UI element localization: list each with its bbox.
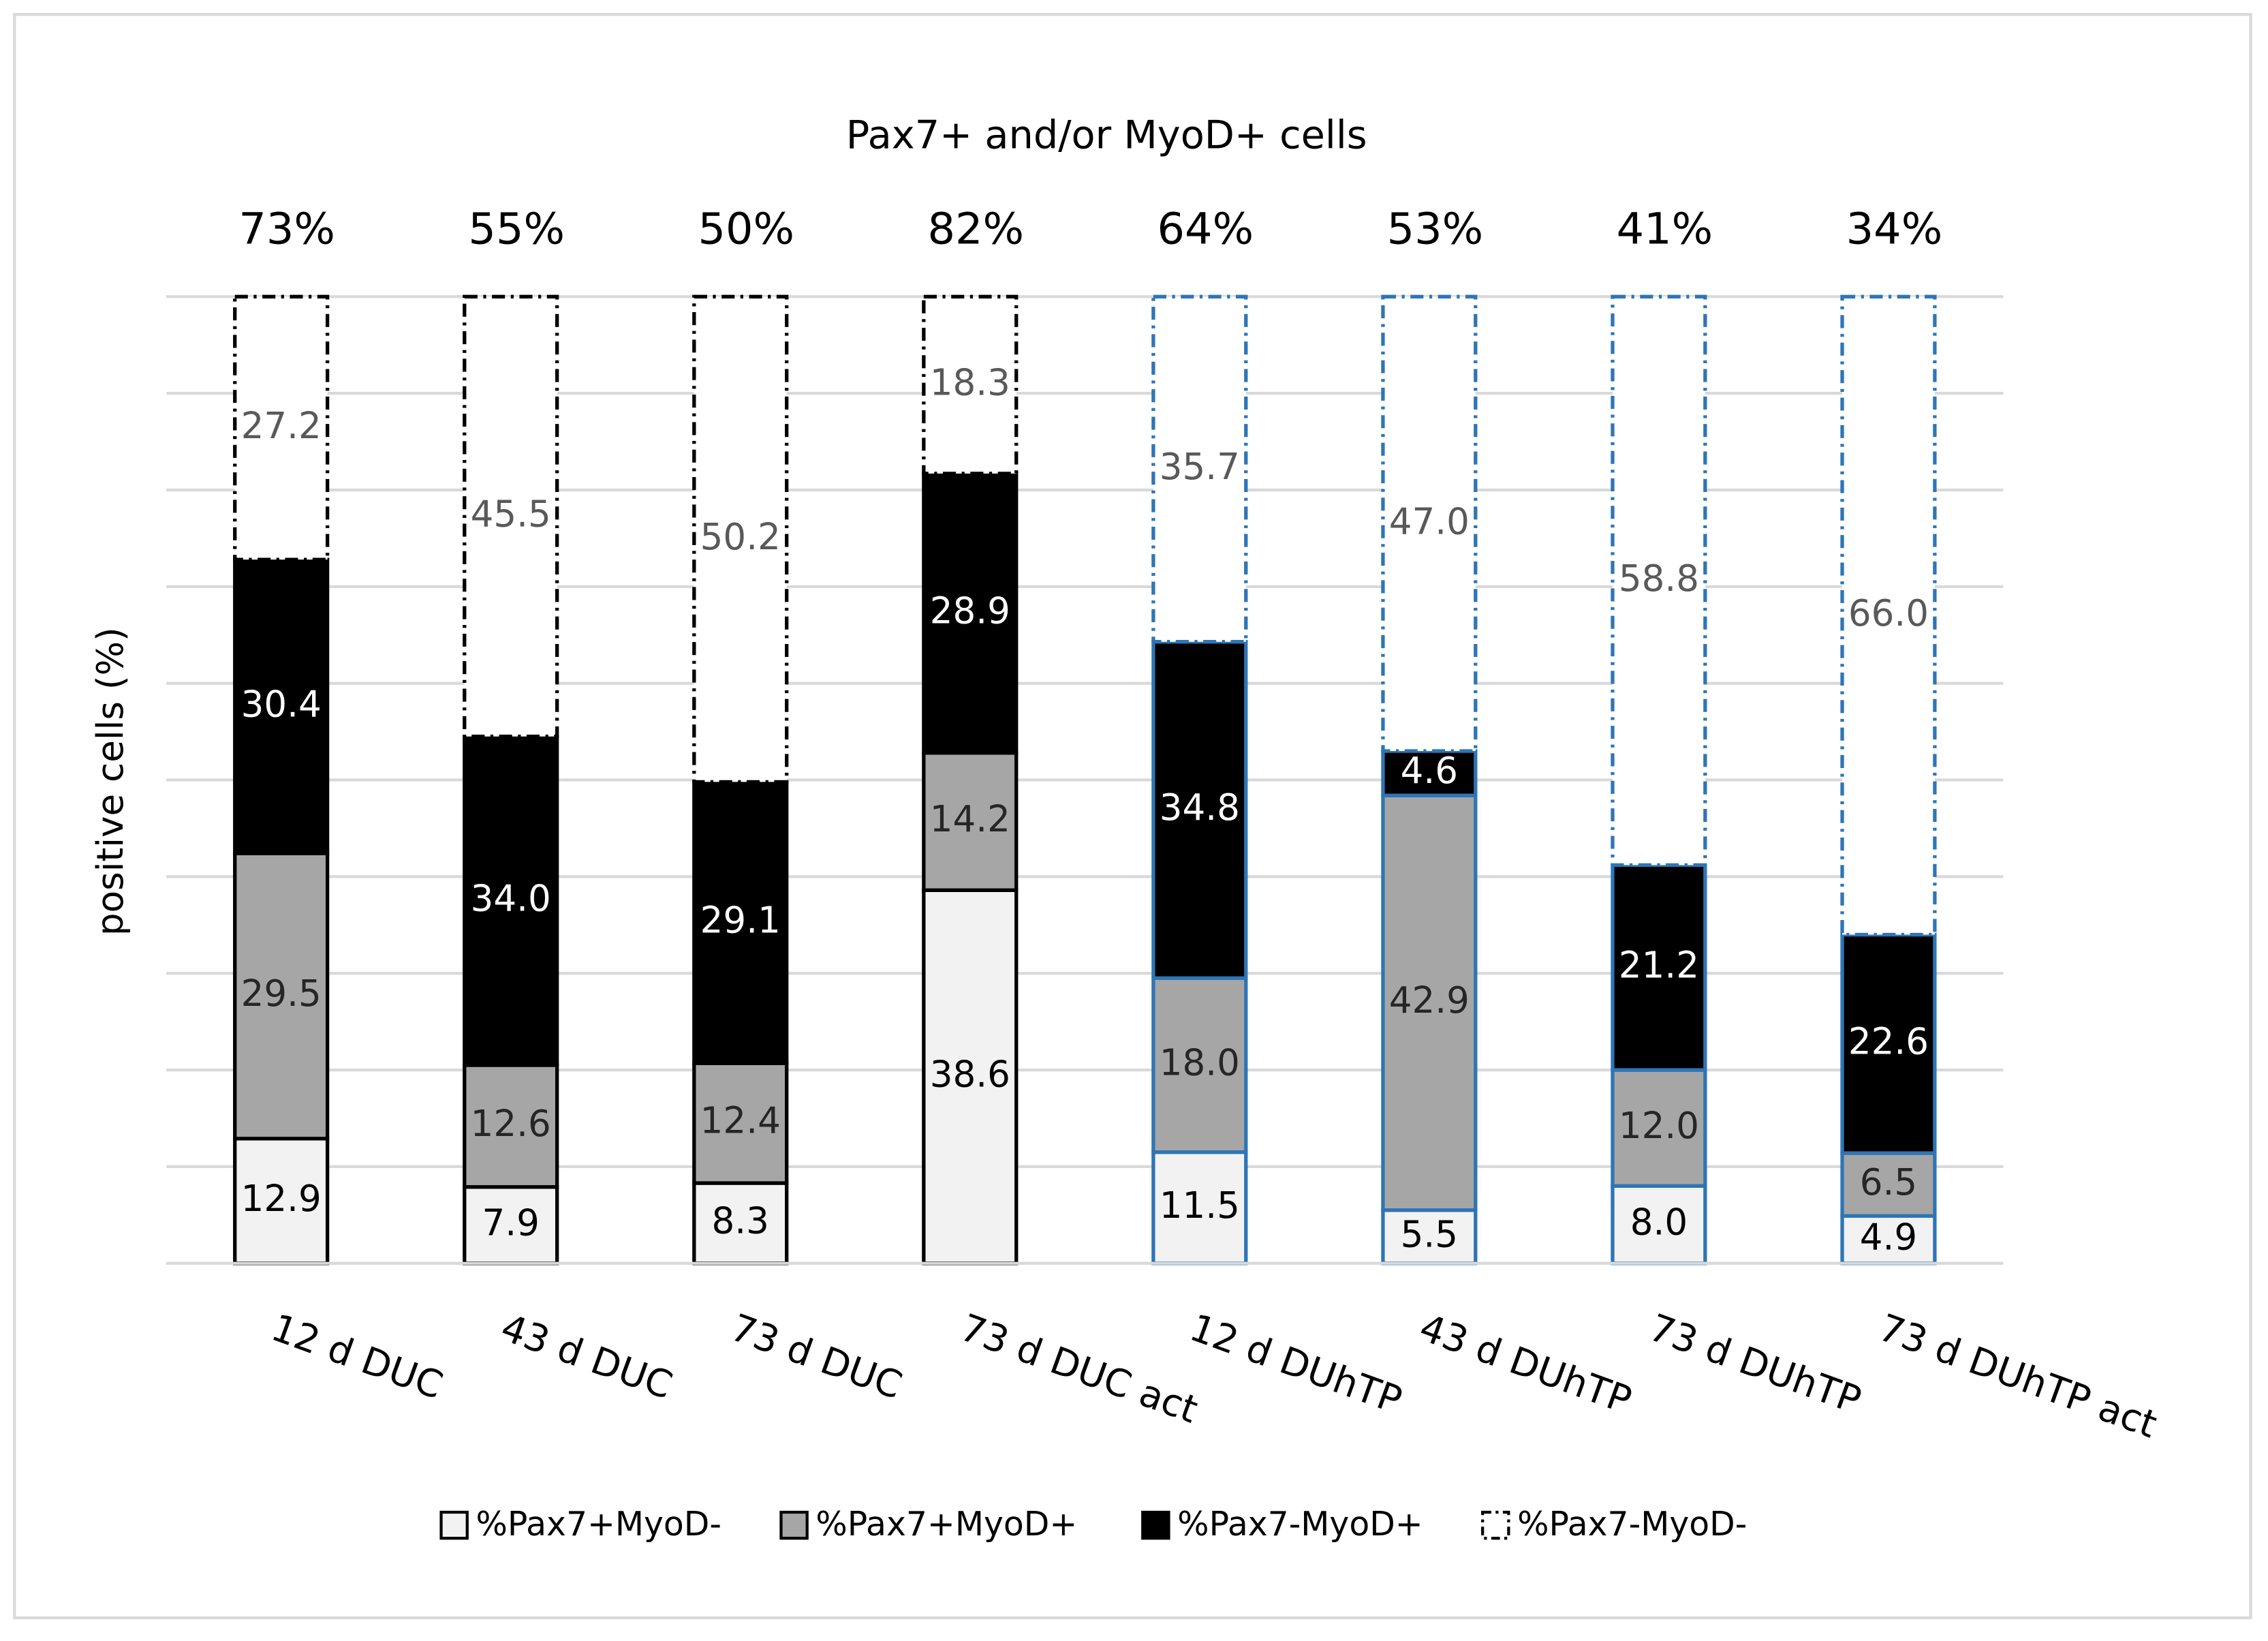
total-label: 34% — [1846, 204, 1943, 254]
legend-label: %Pax7+MyoD- — [476, 1505, 721, 1544]
total-label: 64% — [1158, 204, 1254, 254]
total-label: 82% — [928, 204, 1025, 254]
data-label: 50.2 — [700, 516, 781, 558]
data-label: 30.4 — [241, 683, 322, 725]
bar-segment — [1151, 1150, 1248, 1266]
bar-segment — [463, 294, 559, 739]
total-label: 41% — [1617, 204, 1713, 254]
legend-label: %Pax7-MyoD+ — [1177, 1505, 1423, 1544]
bar-segment — [463, 1185, 559, 1266]
data-label: 28.9 — [930, 589, 1010, 632]
bar-segment — [1151, 294, 1248, 644]
data-label: 12.6 — [471, 1103, 551, 1145]
data-label: 18.0 — [1160, 1042, 1240, 1084]
data-label: 45.5 — [471, 493, 551, 536]
bar-segment — [233, 557, 330, 856]
data-label: 6.5 — [1860, 1161, 1917, 1203]
data-label: 12.0 — [1619, 1105, 1699, 1147]
data-label: 38.6 — [930, 1054, 1010, 1096]
bar-segment — [692, 294, 789, 784]
y-axis-label: positive cells (%) — [89, 627, 131, 936]
total-label: 55% — [468, 204, 565, 254]
data-label: 18.3 — [930, 362, 1010, 404]
bar-segment — [922, 294, 1019, 476]
data-label: 47.0 — [1389, 500, 1470, 542]
bar-segment — [233, 294, 330, 562]
bar-segment — [692, 1061, 789, 1185]
data-label: 29.1 — [700, 899, 781, 941]
total-label: 50% — [698, 204, 794, 254]
data-label: 22.6 — [1848, 1020, 1929, 1062]
legend-marker — [779, 1510, 809, 1540]
data-label: 4.6 — [1401, 750, 1458, 792]
data-label: 34.8 — [1160, 786, 1240, 829]
data-label: 27.2 — [241, 405, 322, 447]
data-label: 14.2 — [930, 798, 1010, 840]
data-label: 8.3 — [712, 1200, 769, 1242]
bar-segment — [463, 735, 559, 1067]
chart-title: Pax7+ and/or MyoD+ cells — [846, 112, 1367, 157]
legend-marker — [1481, 1510, 1510, 1540]
data-label: 4.9 — [1860, 1216, 1917, 1259]
total-label: 73% — [238, 204, 335, 254]
data-label: 29.5 — [241, 972, 322, 1015]
data-label: 11.5 — [1160, 1184, 1240, 1227]
bar-segment — [1381, 294, 1478, 753]
bar-segment — [1840, 932, 1937, 1155]
bar-segment — [463, 1063, 559, 1189]
data-label: 34.0 — [471, 877, 551, 919]
data-label: 66.0 — [1848, 592, 1929, 634]
bar-segment — [1840, 1151, 1937, 1218]
bar-segment — [233, 1137, 330, 1266]
data-label: 5.5 — [1401, 1213, 1458, 1255]
data-label: 12.9 — [241, 1178, 322, 1220]
bar-segment — [922, 888, 1019, 1266]
legend-label: %Pax7+MyoD+ — [815, 1505, 1077, 1544]
data-label: 21.2 — [1619, 944, 1699, 986]
bar-segment — [1611, 294, 1707, 868]
bar-segment — [922, 472, 1019, 755]
data-label: 12.4 — [700, 1100, 781, 1142]
legend-marker — [439, 1510, 469, 1540]
bar-segment — [1151, 976, 1248, 1154]
data-label: 35.7 — [1160, 446, 1240, 488]
bar-segment — [1381, 749, 1478, 797]
total-label: 53% — [1387, 204, 1484, 254]
data-label: 58.8 — [1619, 557, 1699, 600]
legend-marker — [1141, 1510, 1170, 1540]
data-label: 42.9 — [1389, 979, 1470, 1022]
bar-segment — [233, 851, 330, 1141]
legend-label: %Pax7-MyoD- — [1517, 1505, 1747, 1544]
bar-segment — [1611, 863, 1707, 1072]
bar-segment — [1840, 294, 1937, 937]
data-label: 8.0 — [1630, 1201, 1688, 1244]
data-label: 7.9 — [482, 1201, 540, 1244]
